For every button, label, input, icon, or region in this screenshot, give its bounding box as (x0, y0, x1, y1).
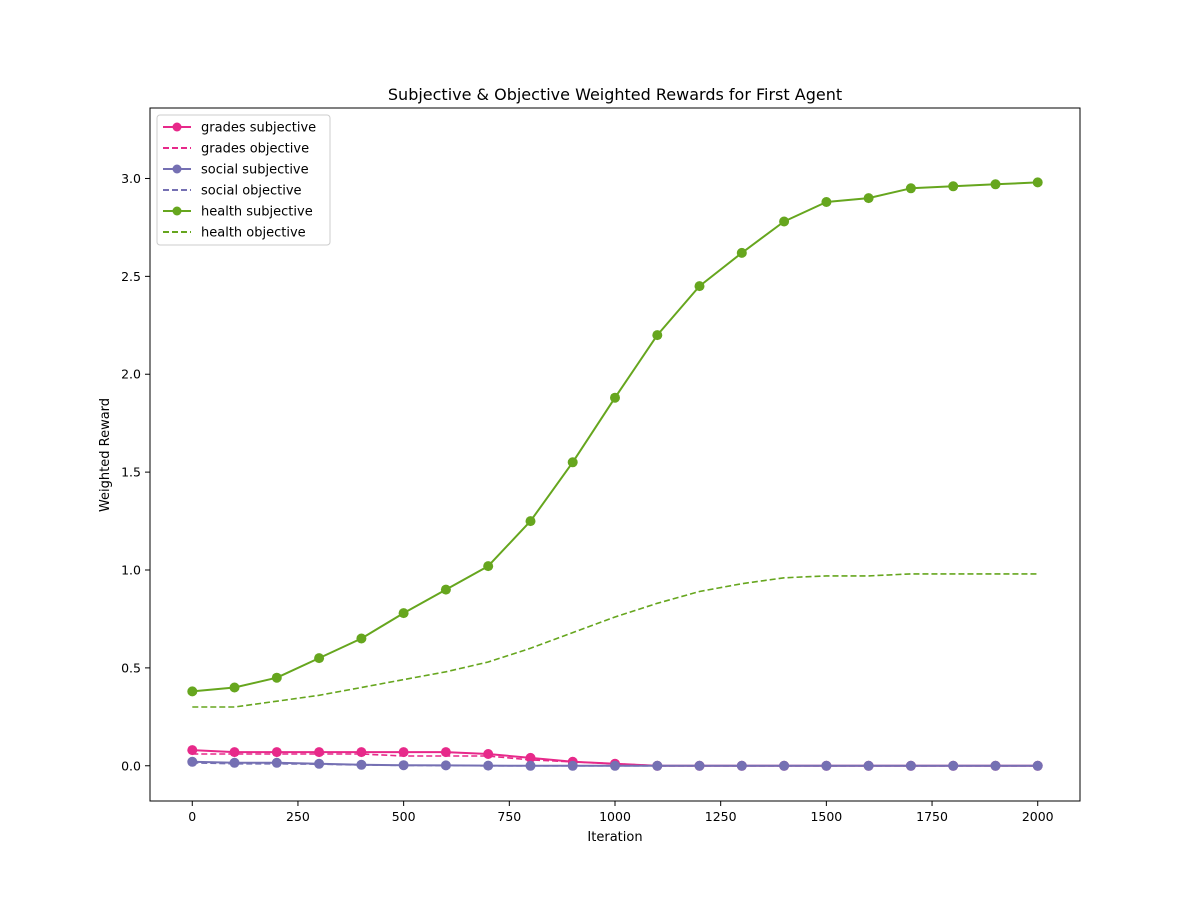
data-point (483, 760, 494, 771)
x-tick-label: 1250 (705, 809, 737, 824)
legend-item-health-subjective: health subjective (163, 205, 313, 220)
data-point (229, 757, 240, 768)
legend-item-social-subjective: social subjective (163, 163, 309, 178)
legend-label: social subjective (201, 163, 309, 178)
x-tick-label: 500 (392, 809, 416, 824)
data-point (990, 760, 1001, 771)
data-point (229, 747, 240, 758)
data-point (187, 745, 198, 756)
data-point (483, 749, 494, 759)
legend-label: grades objective (201, 142, 309, 157)
x-tick-label: 1500 (810, 809, 842, 824)
legend-marker (172, 206, 182, 216)
data-point (187, 686, 198, 697)
data-point (525, 760, 536, 771)
legend-marker (172, 164, 182, 174)
y-axis-label: Weighted Reward (98, 398, 113, 512)
legend-item-grades-subjective: grades subjective (163, 121, 316, 136)
data-point (610, 760, 620, 771)
data-point (314, 758, 325, 769)
y-tick-label: 1.0 (121, 563, 141, 578)
data-point (1032, 760, 1043, 771)
data-point (610, 392, 620, 403)
data-point (948, 760, 959, 771)
data-point (694, 760, 705, 771)
data-point (398, 760, 409, 771)
legend-item-grades-objective: grades objective (163, 142, 309, 157)
y-tick-label: 3.0 (121, 171, 141, 186)
y-tick-label: 1.5 (121, 465, 141, 480)
data-point (779, 760, 790, 771)
x-tick-label: 1750 (916, 809, 948, 824)
data-point (821, 197, 832, 207)
legend-box (156, 114, 331, 246)
legend-marker (172, 122, 182, 132)
data-point (398, 747, 409, 758)
legend: grades subjective grades objective social … (156, 114, 331, 246)
data-point (694, 281, 705, 292)
data-point (567, 760, 578, 771)
data-point (440, 760, 451, 771)
data-point (356, 633, 367, 644)
data-point (356, 759, 367, 770)
legend-label: social objective (201, 184, 302, 199)
data-point (440, 584, 451, 595)
series-line-health-objective (192, 573, 1038, 708)
plot-area (187, 177, 1043, 771)
legend-label: health objective (201, 226, 306, 241)
data-point (736, 247, 747, 258)
data-point (356, 747, 367, 758)
x-tick-label: 1000 (599, 809, 631, 824)
x-tick-label: 750 (497, 809, 521, 824)
data-point (483, 561, 494, 572)
data-point (905, 183, 916, 194)
data-point (948, 181, 959, 192)
series-social-subjective (187, 756, 1043, 771)
data-point (1032, 177, 1043, 188)
data-point (863, 760, 874, 771)
data-point (567, 457, 578, 468)
data-point (525, 516, 536, 527)
data-point (314, 747, 325, 758)
data-point (229, 682, 240, 693)
data-point (990, 179, 1001, 190)
series-health-objective (192, 573, 1038, 708)
chart-title: Subjective & Objective Weighted Rewards … (388, 85, 842, 104)
data-point (652, 330, 663, 341)
legend-label: health subjective (201, 205, 313, 220)
data-point (187, 756, 198, 767)
x-tick-label: 2000 (1022, 809, 1054, 824)
legend-item-social-objective: social objective (163, 184, 302, 199)
data-point (440, 747, 451, 758)
y-tick-label: 2.5 (121, 269, 141, 284)
y-tick-label: 2.0 (121, 367, 141, 382)
y-tick-label: 0.5 (121, 660, 141, 675)
x-tick-label: 250 (286, 809, 310, 824)
legend-item-health-objective: health objective (163, 226, 306, 241)
x-axis: 0 250 500 750 1000 1250 1500 1750 2000 (188, 801, 1054, 824)
data-point (736, 760, 747, 771)
data-point (652, 760, 663, 771)
x-tick-label: 0 (188, 809, 196, 824)
data-point (779, 216, 790, 227)
data-point (271, 757, 282, 768)
data-point (271, 672, 282, 683)
series-line-health-subjective (192, 181, 1038, 693)
data-point (398, 608, 409, 619)
legend-label: grades subjective (201, 121, 316, 136)
data-point (905, 760, 916, 771)
y-axis: 0.0 0.5 1.0 1.5 2.0 2.5 3.0 (121, 171, 150, 773)
data-point (821, 760, 832, 771)
data-point (271, 747, 282, 758)
y-tick-label: 0.0 (121, 758, 141, 773)
data-point (863, 193, 874, 204)
x-axis-label: Iteration (587, 830, 642, 845)
data-point (314, 653, 325, 664)
series-health-subjective (187, 177, 1043, 697)
